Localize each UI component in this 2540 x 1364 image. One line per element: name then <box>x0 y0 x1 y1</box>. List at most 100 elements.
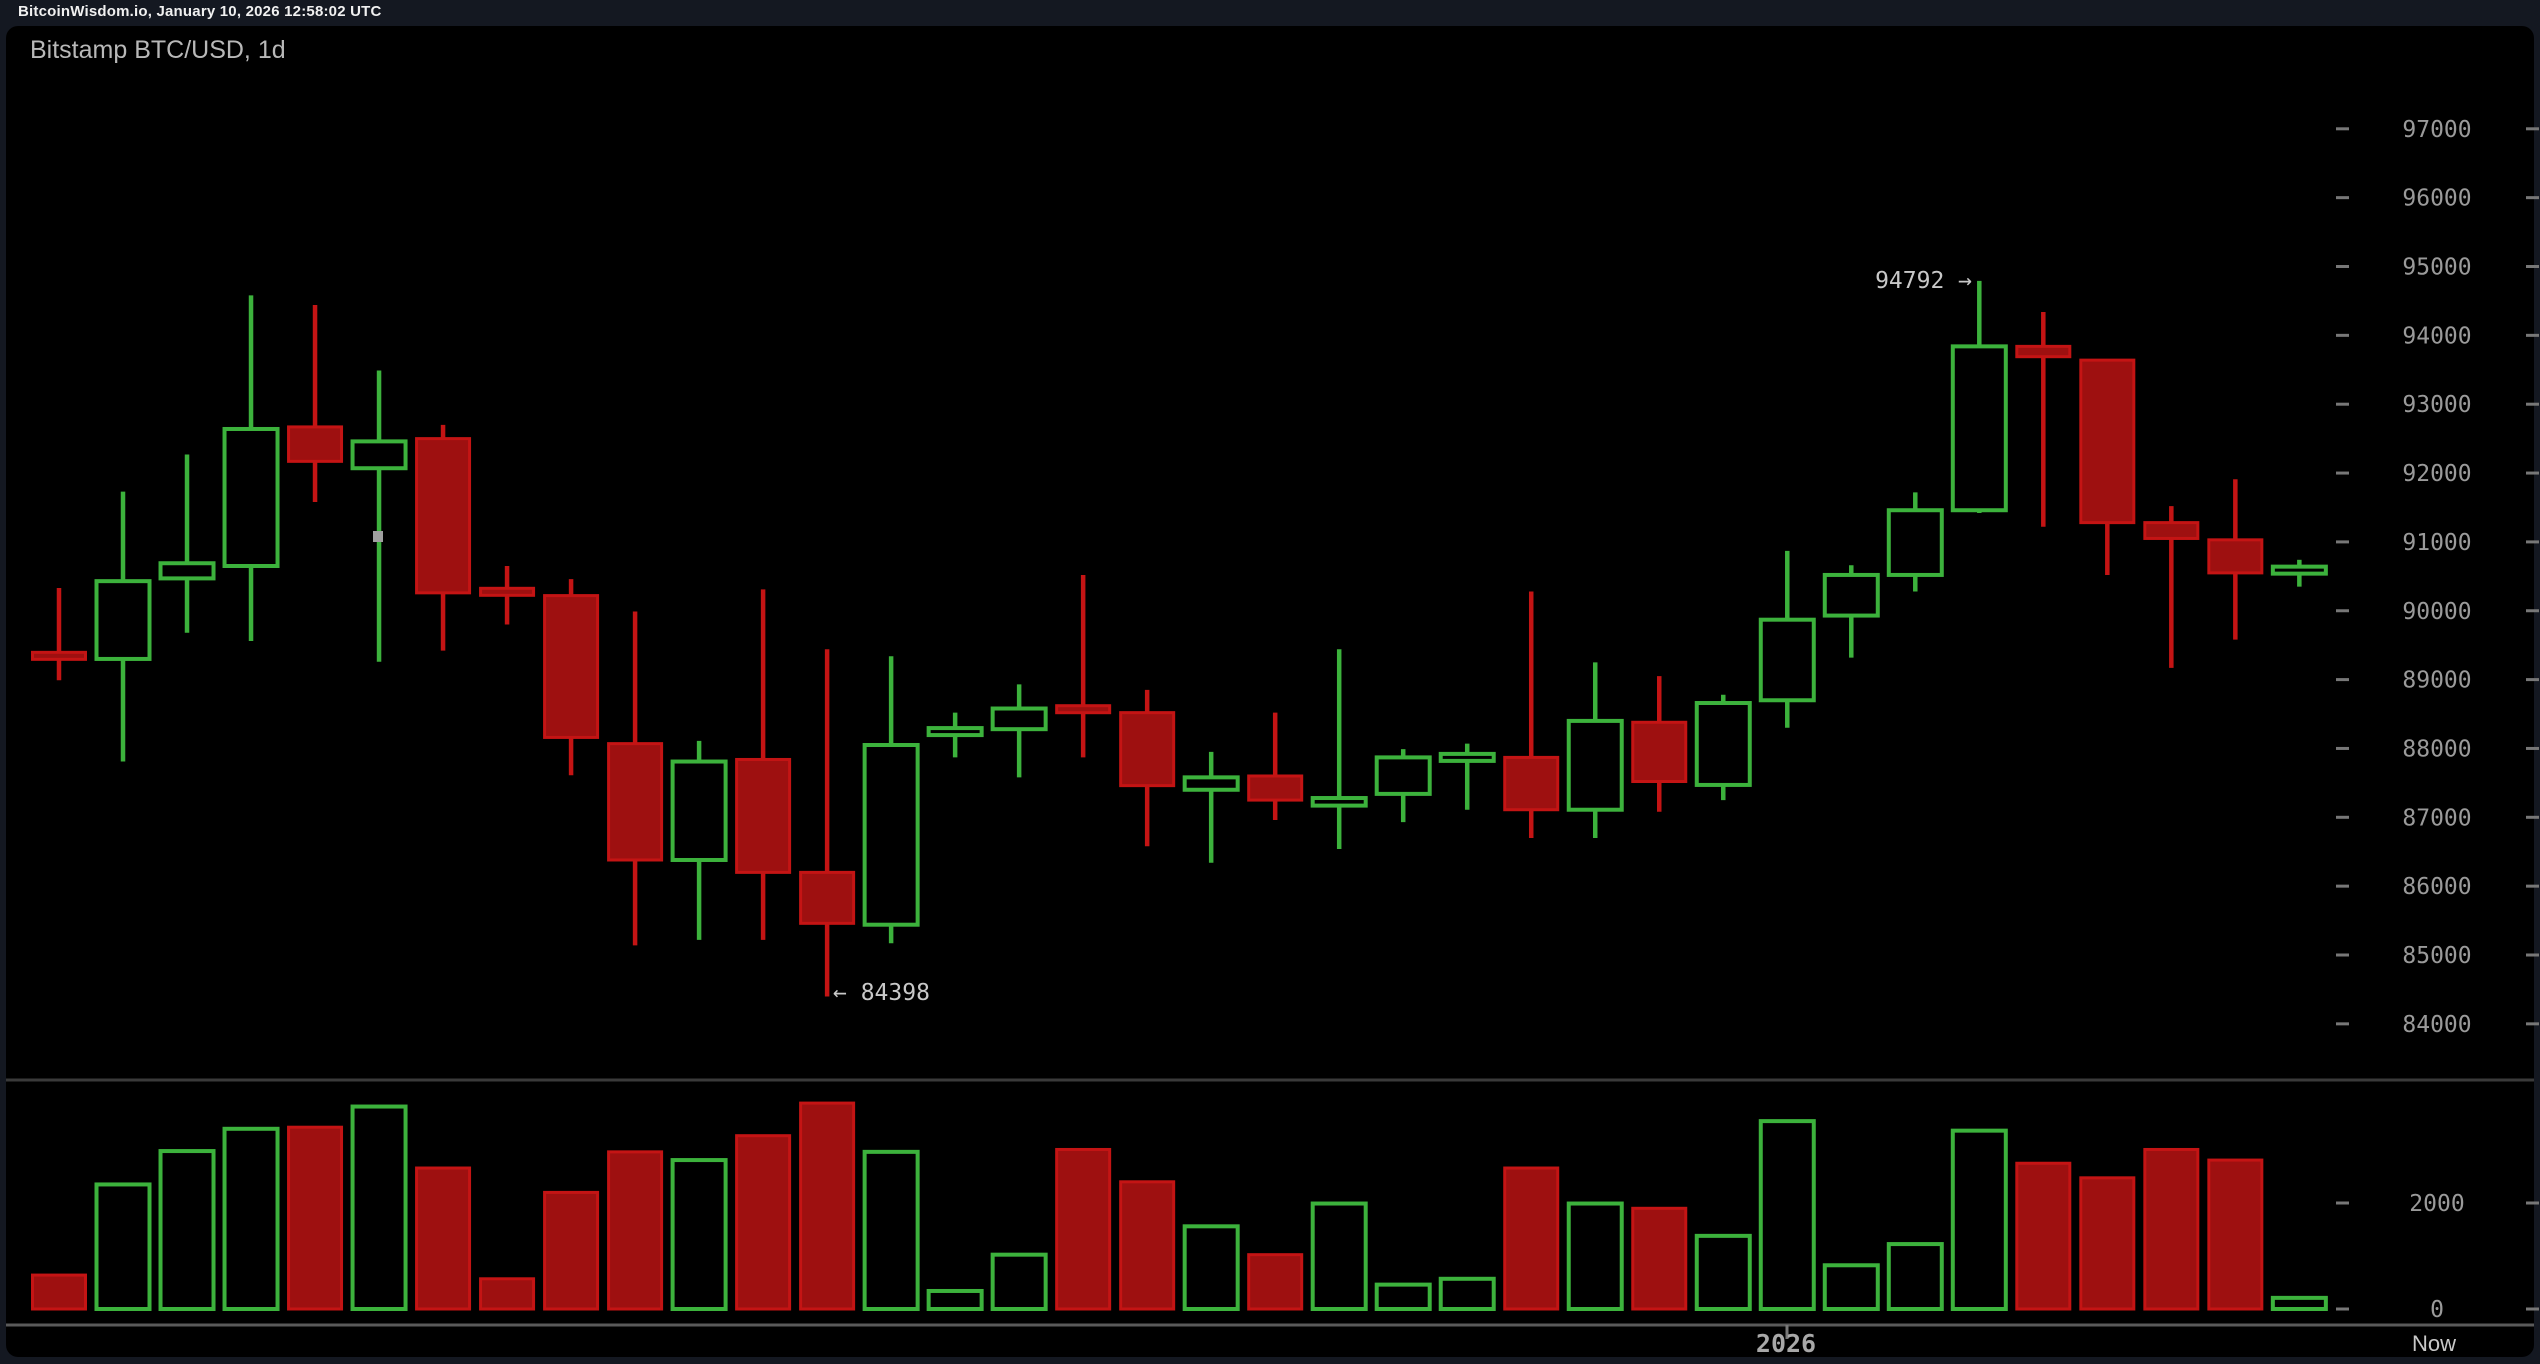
candle-body <box>31 650 87 661</box>
candlestick[interactable] <box>1119 689 1176 847</box>
volume-bar[interactable] <box>1758 1119 1816 1311</box>
volume-bar-rect <box>2015 1161 2072 1311</box>
candlestick[interactable] <box>926 712 984 758</box>
volume-bar[interactable] <box>799 1101 856 1311</box>
candle-body <box>543 594 600 739</box>
price-axis-label: 97000 <box>2402 117 2471 143</box>
volume-bar[interactable] <box>350 1104 408 1312</box>
volume-bar[interactable] <box>1310 1201 1368 1312</box>
candle-body <box>990 706 1048 732</box>
volume-bar[interactable] <box>543 1190 600 1311</box>
volume-bar[interactable] <box>1950 1128 2008 1312</box>
volume-bar[interactable] <box>990 1252 1048 1312</box>
volume-bar[interactable] <box>1247 1253 1304 1311</box>
price-axis-label: 86000 <box>2402 874 2471 900</box>
volume-bar[interactable] <box>1438 1276 1496 1312</box>
volume-bar-rect <box>670 1158 728 1311</box>
volume-bar-rect <box>990 1252 1048 1312</box>
volume-bar[interactable] <box>2079 1176 2136 1311</box>
candlestick[interactable] <box>1566 662 1624 838</box>
volume-bar[interactable] <box>2207 1158 2264 1311</box>
candlestick[interactable] <box>543 579 600 776</box>
volume-bar[interactable] <box>1631 1206 1688 1311</box>
candlestick[interactable] <box>1182 751 1240 863</box>
volume-bar[interactable] <box>862 1149 920 1311</box>
volume-bar-rect <box>287 1125 344 1311</box>
candlestick[interactable] <box>1374 749 1432 823</box>
candlestick[interactable] <box>2270 559 2328 587</box>
volume-bar[interactable] <box>222 1126 280 1312</box>
volume-bar[interactable] <box>287 1125 344 1311</box>
candlestick[interactable] <box>990 684 1048 778</box>
candlestick[interactable] <box>1438 743 1496 810</box>
volume-bar[interactable] <box>926 1288 984 1311</box>
candlestick[interactable] <box>222 295 280 642</box>
candlestick[interactable] <box>607 611 664 946</box>
volume-bar[interactable] <box>2270 1295 2328 1311</box>
volume-bar[interactable] <box>1566 1201 1624 1312</box>
candlestick[interactable] <box>1310 649 1368 849</box>
volume-bar[interactable] <box>2143 1147 2200 1311</box>
volume-bar[interactable] <box>94 1182 152 1311</box>
x-axis-now-label: Now <box>2412 1331 2456 1356</box>
volume-bar-rect <box>1566 1201 1624 1312</box>
candlestick[interactable] <box>1950 280 2008 513</box>
candlestick[interactable] <box>287 305 344 502</box>
volume-bar[interactable] <box>670 1158 728 1311</box>
volume-axis-label: 0 <box>2430 1297 2444 1323</box>
candlestick[interactable] <box>1503 591 1560 838</box>
candlestick[interactable] <box>350 370 408 662</box>
candle-body <box>2270 564 2328 576</box>
candlestick[interactable] <box>1055 574 1112 758</box>
candlestick[interactable] <box>158 454 216 633</box>
volume-bar[interactable] <box>1694 1233 1752 1311</box>
volume-bar[interactable] <box>1119 1180 1176 1311</box>
candlestick[interactable] <box>1631 676 1688 812</box>
volume-bar-rect <box>1310 1201 1368 1312</box>
volume-bar[interactable] <box>415 1166 472 1311</box>
volume-bar[interactable] <box>1374 1282 1432 1311</box>
candlestick[interactable] <box>2207 479 2264 640</box>
volume-bar[interactable] <box>158 1149 216 1312</box>
candlestick[interactable] <box>479 565 536 625</box>
candlestick[interactable] <box>2143 506 2200 668</box>
candlestick[interactable] <box>1822 565 1880 658</box>
candlestick[interactable] <box>1694 694 1752 801</box>
candlestick[interactable] <box>670 740 728 940</box>
candle-body <box>1694 701 1752 787</box>
candlestick[interactable] <box>2015 311 2072 527</box>
volume-bar-rect <box>735 1134 792 1311</box>
volume-bar-rect <box>350 1104 408 1312</box>
candle-body <box>1631 720 1688 783</box>
candlestick[interactable] <box>735 589 792 940</box>
volume-bar[interactable] <box>1886 1242 1944 1311</box>
candlestick[interactable] <box>2079 358 2136 575</box>
volume-bar[interactable] <box>479 1277 536 1311</box>
volume-bar[interactable] <box>1822 1263 1880 1312</box>
candle-body <box>2143 521 2200 540</box>
candlestick[interactable] <box>799 649 856 997</box>
candlestick[interactable] <box>415 424 472 651</box>
volume-bar[interactable] <box>1055 1147 1112 1311</box>
candlestick[interactable] <box>31 588 87 681</box>
candlestick[interactable] <box>94 491 152 762</box>
volume-bar-rect <box>2270 1295 2328 1311</box>
candlestick[interactable] <box>862 656 920 944</box>
volume-bar[interactable] <box>31 1273 87 1311</box>
volume-bar[interactable] <box>2015 1161 2072 1311</box>
volume-bar-rect <box>94 1182 152 1311</box>
volume-bar[interactable] <box>607 1150 664 1311</box>
candlestick[interactable] <box>1886 492 1944 592</box>
candle-body <box>2207 538 2264 575</box>
volume-bar[interactable] <box>735 1134 792 1311</box>
volume-bar[interactable] <box>1503 1166 1560 1311</box>
candlestick[interactable] <box>1758 550 1816 728</box>
candlestick[interactable] <box>1247 712 1304 821</box>
volume-bar-rect <box>926 1288 984 1311</box>
volume-bar-rect <box>1247 1253 1304 1311</box>
chart-panel[interactable] <box>6 26 2534 1357</box>
volume-bar[interactable] <box>1182 1224 1240 1311</box>
volume-bar-rect <box>1694 1233 1752 1311</box>
candle-body <box>1822 572 1880 618</box>
